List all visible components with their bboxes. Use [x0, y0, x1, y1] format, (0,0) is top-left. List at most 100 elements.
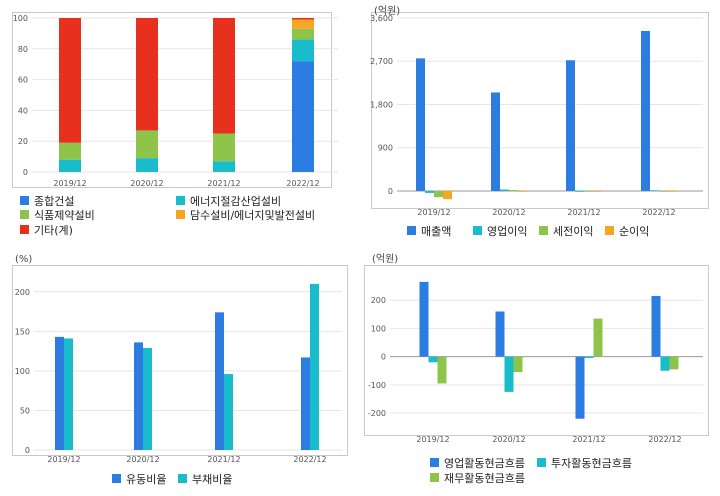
chart3-bar-유동비율 — [134, 342, 143, 450]
chart4-bar-영업활동현금흐름 — [651, 295, 661, 357]
chart1-xtick-label: 2022/12 — [286, 179, 319, 188]
chart3-bar-유동비율 — [215, 312, 224, 450]
chart2-legend-label: 순이익 — [619, 225, 649, 238]
chart3-legend-label: 부채비율 — [192, 473, 232, 486]
chart4-ytick-label: -200 — [368, 409, 386, 418]
chart3-ytick-label: 50 — [20, 406, 30, 415]
chart1-legend-label: 담수설비/에너지및발전설비 — [190, 209, 315, 222]
chart2-xtick-label: 2022/12 — [642, 208, 675, 217]
chart1-ytick-label: 20 — [18, 137, 28, 146]
chart1-bar-에너지절감산업설비 — [213, 161, 235, 172]
chart4-bar-투자활동현금흐름 — [504, 356, 514, 392]
chart2-bar-세전이익 — [509, 190, 518, 191]
chart3-ytick-label: 200 — [15, 288, 30, 297]
chart4-bar-영업활동현금흐름 — [575, 356, 585, 419]
chart2-bar-세전이익 — [434, 190, 443, 198]
chart2-bar-매출액 — [491, 92, 500, 191]
chart1-xtick-label: 2020/12 — [130, 179, 163, 188]
chart3-ytick-label: 0 — [25, 446, 30, 455]
chart1-legend-label: 에너지절감산업설비 — [190, 195, 281, 208]
chart3-bar-부채비율 — [310, 283, 319, 450]
chart1-legend-swatch — [176, 210, 185, 219]
chart1-bar-기타(계) — [136, 18, 158, 131]
chart3-bar-유동비율 — [301, 357, 310, 450]
chart2-bar-매출액 — [566, 60, 575, 191]
chart1-xtick-label: 2021/12 — [207, 179, 240, 188]
chart2-legend-label: 세전이익 — [553, 225, 593, 238]
chart3-bar-부채비율 — [143, 347, 152, 450]
chart1-xtick-label: 2019/12 — [53, 179, 86, 188]
chart2-unit-label: (억원) — [374, 5, 400, 17]
chart2-ytick-label: 3,600 — [370, 14, 393, 23]
chart4-unit-label: (억원) — [372, 253, 398, 265]
chart1-legend-swatch — [20, 196, 29, 205]
chart2-bar-순이익 — [593, 190, 602, 192]
chart3-unit-label: (%) — [15, 254, 32, 265]
chart3-bar-유동비율 — [55, 336, 64, 450]
chart2-frame — [371, 12, 709, 209]
chart4-bar-투자활동현금흐름 — [428, 356, 438, 363]
chart1-legend-label: 식품제약설비 — [34, 208, 95, 222]
chart1-legend-label: 종합건설 — [34, 195, 74, 208]
chart3-xtick-label: 2021/12 — [207, 455, 240, 464]
chart2-bar-영업이익 — [575, 190, 584, 192]
chart3-legend-label: 유동비율 — [126, 473, 166, 486]
chart2-bar-매출액 — [416, 58, 425, 191]
chart1-bar-종합건설 — [292, 61, 314, 173]
chart1-legend-swatch — [20, 225, 29, 234]
chart1-bar-식품제약설비 — [136, 130, 158, 159]
chart4-bar-재무활동현금흐름 — [437, 356, 447, 384]
chart1-ytick-label: 40 — [18, 106, 28, 115]
chart4-legend-label: 영업활동현금흐름 — [444, 456, 525, 470]
chart4-ytick-label: 100 — [371, 324, 386, 333]
chart4-ytick-label: -100 — [368, 381, 386, 390]
chart2-xtick-label: 2020/12 — [492, 208, 525, 217]
chart1-bar-담수설비/에너지및발전설비 — [292, 19, 314, 29]
chart3-frame — [12, 265, 348, 456]
chart2-ytick-label: 1,800 — [370, 100, 393, 109]
chart4-frame — [364, 265, 709, 436]
chart4-ytick-label: 0 — [381, 353, 386, 362]
chart1-bar-기타(계) — [59, 18, 81, 143]
chart2-bar-순이익 — [668, 190, 677, 192]
chart1-bar-식품제약설비 — [213, 133, 235, 162]
chart1-legend-label: 기타(계) — [34, 224, 73, 237]
chart2-bar-매출액 — [641, 30, 650, 191]
chart2-legend-swatch — [407, 226, 416, 235]
chart1-bar-에너지절감산업설비 — [136, 158, 158, 172]
chart4-legend-swatch — [430, 458, 439, 467]
chart4-legend-label: 재무활동현금흐름 — [444, 471, 525, 485]
chart1-ytick-label: 100 — [13, 14, 28, 23]
chart1-ytick-label: 80 — [18, 45, 28, 54]
chart4-bar-투자활동현금흐름 — [660, 356, 670, 371]
chart1-ytick-label: 0 — [23, 168, 28, 177]
chart2-xtick-label: 2021/12 — [567, 208, 600, 217]
chart2-ytick-label: 0 — [388, 187, 393, 196]
chart2-ytick-label: 900 — [378, 144, 393, 153]
chart1-bar-에너지절감산업설비 — [292, 39, 314, 62]
chart4-xtick-label: 2021/12 — [572, 435, 605, 444]
chart2-legend-label: 매출액 — [421, 225, 451, 238]
chart1-frame — [12, 12, 332, 188]
chart4-xtick-label: 2022/12 — [648, 435, 681, 444]
chart3-legend-swatch — [178, 474, 187, 483]
chart1-bar-식품제약설비 — [59, 142, 81, 160]
chart4-bar-재무활동현금흐름 — [593, 318, 603, 357]
chart4-bar-영업활동현금흐름 — [495, 311, 505, 357]
chart4-xtick-label: 2020/12 — [492, 435, 525, 444]
chart4-bar-영업활동현금흐름 — [419, 281, 429, 357]
chart3-xtick-label: 2019/12 — [47, 455, 80, 464]
chart3-xtick-label: 2020/12 — [126, 455, 159, 464]
chart3-legend-swatch — [112, 474, 121, 483]
chart4-xtick-label: 2019/12 — [416, 435, 449, 444]
chart2-legend-label: 영업이익 — [487, 225, 527, 238]
chart1-legend-swatch — [20, 210, 29, 219]
chart2-bar-세전이익 — [659, 190, 668, 192]
chart3-xtick-label: 2022/12 — [293, 455, 326, 464]
chart1-bar-기타(계) — [213, 18, 235, 134]
chart4-bar-재무활동현금흐름 — [669, 356, 679, 370]
chart1-ytick-label: 60 — [18, 76, 28, 85]
chart4-legend-swatch — [430, 473, 439, 482]
chart3-ytick-label: 100 — [15, 367, 30, 376]
